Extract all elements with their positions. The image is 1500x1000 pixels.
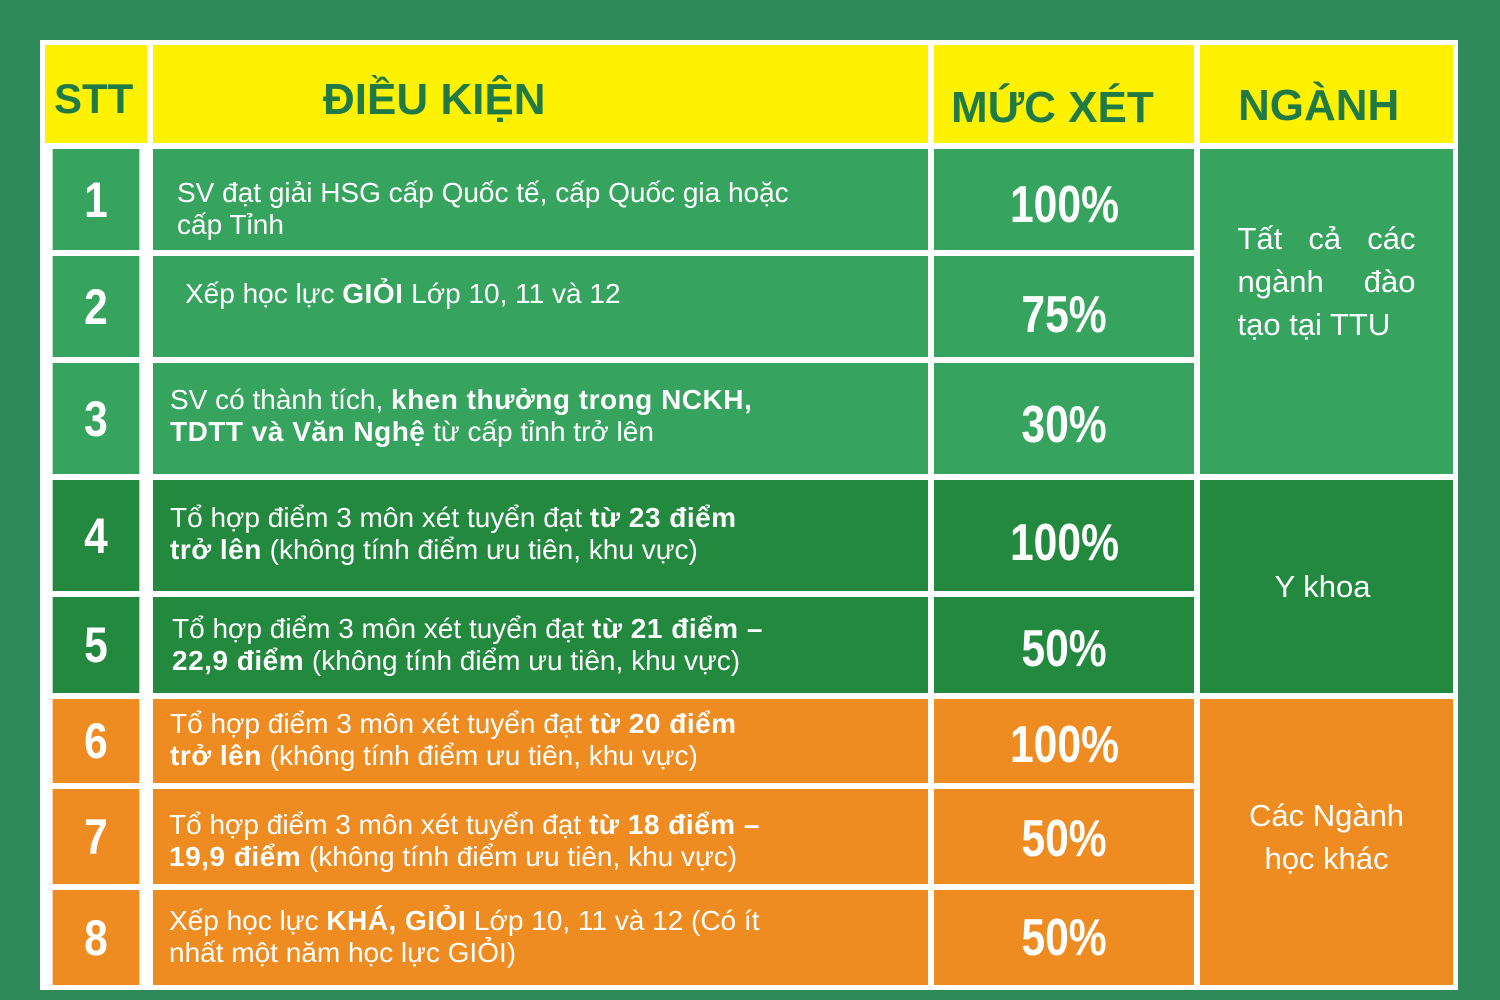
row-7-condition: Tổ hợp điểm 3 môn xét tuyển đạt từ 18 đi…	[153, 789, 928, 884]
row-5-percentage: 50%	[934, 597, 1194, 693]
row-1-stt: 1	[52, 149, 140, 250]
row-4-condition: Tổ hợp điểm 3 môn xét tuyển đạt từ 23 đi…	[153, 480, 928, 591]
header-stt-label: STT	[54, 75, 134, 122]
row-3-condition: SV có thành tích, khen thưởng trong NCKH…	[153, 363, 928, 474]
row-1-condition: SV đạt giải HSG cấp Quốc tế, cấp Quốc gi…	[153, 149, 928, 250]
header-stt: STT	[45, 45, 147, 143]
row-4-percentage: 100%	[934, 480, 1194, 591]
row-2-stt: 2	[52, 256, 140, 357]
header-dieu-kien-label: ĐIỀU KIỆN	[323, 75, 546, 124]
row-5-condition: Tổ hợp điểm 3 môn xét tuyển đạt từ 21 đi…	[153, 597, 928, 693]
nganh-line: Y khoa	[1274, 569, 1371, 604]
row-7-percentage: 50%	[934, 789, 1194, 884]
header-muc-xet: MỨC XÉT	[934, 45, 1194, 143]
row-6-stt: 6	[52, 699, 140, 783]
nganh-group-all-majors: Tất cả các ngành đào tạo tại TTU	[1200, 149, 1453, 474]
row-1-percentage: 100%	[934, 149, 1194, 250]
row-6-condition: Tổ hợp điểm 3 môn xét tuyển đạt từ 20 đi…	[153, 699, 928, 783]
row-5-stt: 5	[52, 597, 140, 693]
scholarship-table: STT ĐIỀU KIỆN MỨC XÉT NGÀNH 1 2 3 4 5 6 …	[40, 40, 1458, 990]
nganh-line: ngành đào	[1237, 264, 1416, 299]
row-3-percentage: 30%	[934, 363, 1194, 474]
nganh-line: Tất cả các	[1237, 221, 1416, 256]
row-3-stt: 3	[52, 363, 140, 474]
header-nganh-label: NGÀNH	[1238, 81, 1400, 130]
header-dieu-kien: ĐIỀU KIỆN	[153, 45, 928, 143]
nganh-line: tạo tại TTU	[1237, 307, 1391, 342]
row-8-stt: 8	[52, 890, 140, 985]
row-6-percentage: 100%	[934, 699, 1194, 783]
row-8-condition: Xếp học lực KHÁ, GIỎI Lớp 10, 11 và 12 (…	[153, 890, 928, 985]
row-2-condition: Xếp học lực GIỎI Lớp 10, 11 và 12	[153, 256, 928, 357]
row-4-stt: 4	[52, 480, 140, 591]
row-8-percentage: 50%	[934, 890, 1194, 985]
nganh-group-other-majors: Các Ngành học khác	[1200, 699, 1453, 985]
nganh-group-y-khoa: Y khoa	[1200, 480, 1453, 693]
header-nganh: NGÀNH	[1200, 45, 1453, 143]
header-muc-xet-label: MỨC XÉT	[951, 83, 1154, 132]
row-7-stt: 7	[52, 789, 140, 884]
row-2-percentage: 75%	[934, 256, 1194, 357]
nganh-line: Các Ngành	[1248, 798, 1405, 833]
nganh-line: học khác	[1264, 841, 1389, 876]
